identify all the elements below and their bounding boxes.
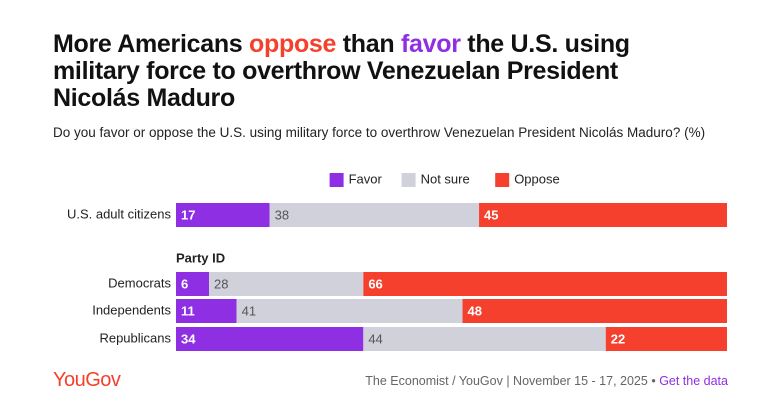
legend-label: Oppose [514, 171, 560, 186]
bar-segment [462, 299, 727, 323]
value-label: 38 [275, 207, 289, 222]
value-label: 41 [242, 303, 256, 318]
title-part: than [336, 30, 402, 58]
value-label: 22 [611, 331, 625, 346]
bar-segment [363, 327, 606, 351]
bar-segment [269, 203, 480, 227]
chart-title: More Americans oppose than favor the U.S… [53, 31, 673, 112]
title-part: More Americans [53, 30, 250, 58]
bar-segment [209, 272, 364, 296]
chart-subtitle: Do you favor or oppose the U.S. using mi… [53, 125, 706, 140]
bar-segment [479, 203, 727, 227]
value-label: 66 [368, 276, 382, 291]
title-part: the U.S. using military force to overthr… [53, 30, 630, 112]
group-label: Party ID [176, 250, 225, 265]
y-tick-label: U.S. adult citizens [67, 206, 172, 221]
legend-swatch [495, 173, 510, 187]
title-part: favor [401, 30, 461, 58]
title-part: oppose [249, 30, 337, 58]
value-label: 17 [181, 207, 195, 222]
legend-label: Favor [349, 171, 383, 186]
bar-segment [605, 327, 727, 351]
bar-segment [176, 327, 364, 351]
value-label: 48 [468, 303, 482, 318]
value-label: 28 [214, 276, 228, 291]
bar-segment [363, 272, 727, 296]
value-label: 44 [368, 331, 382, 346]
bar-segment [176, 299, 237, 323]
footer: The Economist / YouGov | November 15 - 1… [365, 374, 728, 388]
bar-segment [176, 203, 270, 227]
legend-swatch [401, 173, 416, 187]
y-tick-label: Democrats [108, 275, 171, 290]
logo: YouGov [53, 369, 121, 391]
data-link[interactable]: Get the data [659, 374, 728, 388]
source: The Economist / YouGov | November 15 - 1… [365, 374, 656, 388]
value-label: 45 [484, 207, 498, 222]
value-label: 6 [181, 276, 188, 291]
legend-swatch [329, 173, 344, 187]
value-label: 34 [181, 331, 196, 346]
bar-segment [176, 272, 210, 296]
value-label: 11 [181, 303, 195, 318]
y-tick-label: Republicans [99, 330, 171, 345]
legend-label: Not sure [421, 171, 470, 186]
bar-segment [236, 299, 463, 323]
y-tick-label: Independents [92, 302, 171, 317]
